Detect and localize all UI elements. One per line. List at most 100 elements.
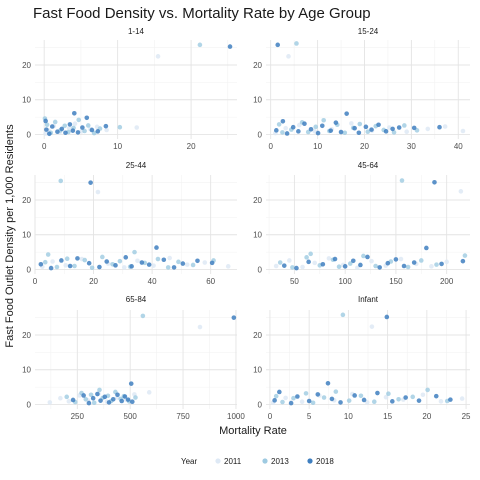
y-tick-label: 10 xyxy=(253,366,262,375)
data-point-2018 xyxy=(274,128,279,133)
data-point-2018 xyxy=(280,118,286,124)
data-point-2018 xyxy=(329,396,335,402)
legend-key-2018 xyxy=(307,458,313,464)
data-point-2018 xyxy=(385,260,391,266)
y-tick-label: 0 xyxy=(258,400,263,409)
data-point-2018 xyxy=(75,130,81,135)
data-point-2018 xyxy=(90,395,96,401)
data-point-2018 xyxy=(123,255,129,260)
data-point-2013 xyxy=(100,254,105,260)
data-point-2013 xyxy=(434,262,439,267)
data-point-2011 xyxy=(104,127,109,133)
data-point-2018 xyxy=(49,124,55,129)
data-point-2018 xyxy=(130,399,135,405)
x-tick-label: 250 xyxy=(71,412,85,421)
legend: Year 2011 2013 2018 xyxy=(181,457,334,466)
data-point-2013 xyxy=(340,312,346,318)
data-point-2013 xyxy=(91,400,97,406)
data-point-2013 xyxy=(82,128,87,134)
facet-strip-label: Infant xyxy=(358,295,379,304)
data-point-2011 xyxy=(459,396,465,401)
data-point-2013 xyxy=(308,251,313,257)
data-point-2018 xyxy=(125,397,131,402)
data-point-2011 xyxy=(66,125,72,131)
data-point-2018 xyxy=(59,126,65,132)
data-point-2011 xyxy=(383,394,389,400)
facet-strip-label: 15-24 xyxy=(358,27,379,36)
data-point-2018 xyxy=(401,263,407,269)
x-tick-label: 40 xyxy=(148,277,157,286)
facet-panel: 1-14 0 10 20 0 10 20 xyxy=(22,27,237,151)
y-tick-label: 10 xyxy=(253,231,262,240)
data-point-2018 xyxy=(55,129,60,135)
data-point-2018 xyxy=(383,129,389,134)
data-point-2018 xyxy=(294,265,299,271)
data-point-2018 xyxy=(106,400,112,405)
x-tick-label: 20 xyxy=(187,142,196,151)
data-point-2018 xyxy=(342,264,348,269)
data-point-2013 xyxy=(346,398,352,403)
data-point-2013 xyxy=(197,42,203,48)
data-point-2018 xyxy=(209,260,215,266)
facet-strip-label: 1-14 xyxy=(128,27,145,36)
data-point-2011 xyxy=(369,258,374,264)
data-point-2018 xyxy=(128,381,134,386)
data-point-2018 xyxy=(439,261,444,267)
data-point-2018 xyxy=(369,127,374,132)
data-point-2011 xyxy=(43,131,48,136)
data-point-2018 xyxy=(47,131,52,137)
data-point-2018 xyxy=(390,399,395,404)
data-point-2018 xyxy=(180,261,186,266)
y-tick-label: 0 xyxy=(27,265,32,274)
data-point-2013 xyxy=(52,119,58,125)
x-tick-label: 0 xyxy=(33,277,38,286)
data-point-2018 xyxy=(375,390,380,396)
data-point-2018 xyxy=(103,123,109,129)
data-point-2011 xyxy=(299,399,305,405)
panel-grid xyxy=(266,175,470,274)
data-point-2013 xyxy=(396,396,401,402)
data-point-2013 xyxy=(280,130,285,135)
data-point-2018 xyxy=(59,258,64,263)
data-point-2018 xyxy=(161,257,167,263)
data-point-2018 xyxy=(67,263,73,269)
data-point-2011 xyxy=(438,399,444,404)
data-point-2018 xyxy=(302,121,307,127)
x-tick-label: 40 xyxy=(454,142,463,151)
data-point-2018 xyxy=(113,263,118,268)
data-point-2013 xyxy=(76,117,82,123)
data-point-2018 xyxy=(350,258,356,264)
data-point-2018 xyxy=(44,127,49,132)
data-point-2018 xyxy=(315,130,321,136)
x-tick-label: 60 xyxy=(206,277,215,286)
data-point-2013 xyxy=(399,178,405,183)
data-point-2018 xyxy=(70,397,76,403)
data-point-2011 xyxy=(155,54,161,59)
data-point-2018 xyxy=(97,264,102,270)
data-point-2013 xyxy=(280,399,285,405)
data-point-2011 xyxy=(66,399,72,404)
data-point-2018 xyxy=(296,129,301,134)
data-point-2011 xyxy=(283,395,288,401)
x-tick-label: 25 xyxy=(462,412,471,421)
x-tick-label: 0 xyxy=(42,142,47,151)
data-point-2011 xyxy=(134,125,140,130)
data-point-2018 xyxy=(195,258,200,264)
data-point-2013 xyxy=(418,258,424,263)
panel-grid xyxy=(266,40,470,139)
data-point-2011 xyxy=(184,262,190,267)
data-point-2018 xyxy=(344,111,349,116)
data-point-2013 xyxy=(313,124,319,130)
data-point-2011 xyxy=(420,392,426,398)
x-tick-label: 10 xyxy=(313,142,322,151)
data-point-2018 xyxy=(281,263,287,268)
legend-label: 2013 xyxy=(271,457,289,466)
data-point-2018 xyxy=(290,124,296,130)
y-axis-title: Fast Food Outlet Density per 1,000 Resid… xyxy=(4,124,16,348)
data-point-2013 xyxy=(304,255,309,260)
data-point-2018 xyxy=(432,179,437,185)
y-tick-label: 10 xyxy=(253,96,262,105)
data-point-2011 xyxy=(286,54,291,59)
x-tick-label: 1000 xyxy=(227,412,245,421)
